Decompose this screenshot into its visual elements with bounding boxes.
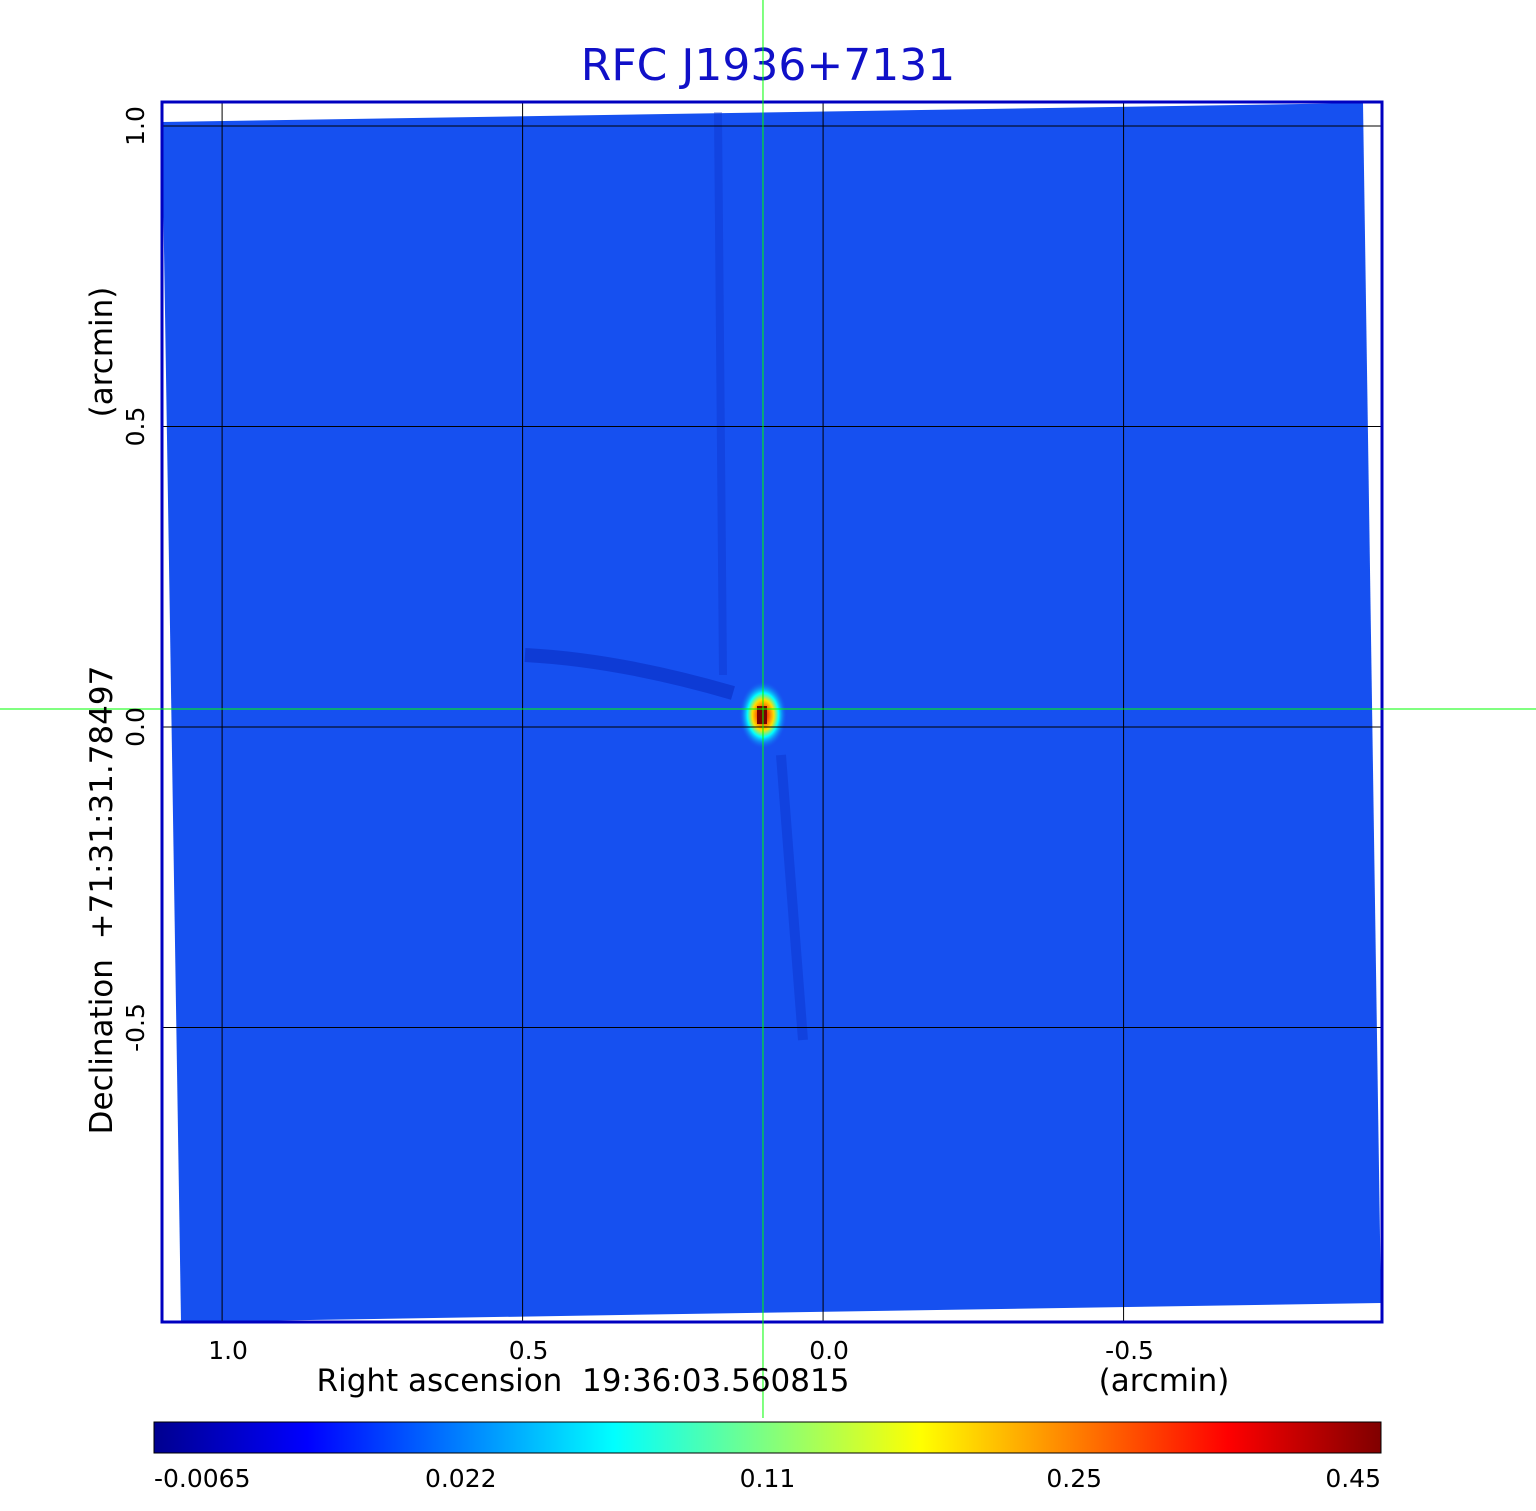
crosshair [0,0,1536,1418]
sidelobe-feature [776,754,808,1041]
y-axis-unit: (arcmin) [84,287,120,418]
y-axis-label: Declination +71:31:31.78497 [84,666,120,1135]
x-tick-label: 1.0 [208,1336,248,1365]
colorbar-tick-label: 0.022 [425,1464,497,1493]
y-tick-label: -0.5 [121,1003,150,1052]
plot-frame [160,100,1384,1324]
x-tick-label: -0.5 [1105,1336,1154,1365]
image-field [162,103,1381,1322]
x-tick-label: 0.5 [509,1336,549,1365]
colorbar-tick-labels: -0.0065 0.022 0.11 0.25 0.45 [154,1464,1381,1493]
coordinate-grid [162,102,1382,1322]
x-axis-label: Right ascension 19:36:03.560815 [317,1363,850,1399]
y-tick-label: 0.0 [121,707,150,747]
source-core [756,706,767,725]
y-tick-label: 1.0 [121,106,150,146]
y-tick-label: 0.5 [121,407,150,447]
colorbar-tick-label: 0.45 [1325,1464,1381,1493]
colorbar-tick-label: 0.25 [1046,1464,1102,1493]
x-tick-label: 0.0 [809,1336,849,1365]
colorbar-tick-label: -0.0065 [154,1464,251,1493]
sidelobe-feature [713,111,727,676]
colorbar [153,1421,1382,1454]
colorbar-tick-label: 0.11 [740,1464,796,1493]
chart-title: RFC J1936+7131 [580,40,956,91]
sidelobe-feature [524,648,735,700]
x-tick-labels: 1.0 0.5 0.0 -0.5 [208,1336,1154,1365]
x-axis-unit: (arcmin) [1099,1363,1230,1399]
y-tick-labels: 1.0 0.5 0.0 -0.5 [121,106,150,1052]
